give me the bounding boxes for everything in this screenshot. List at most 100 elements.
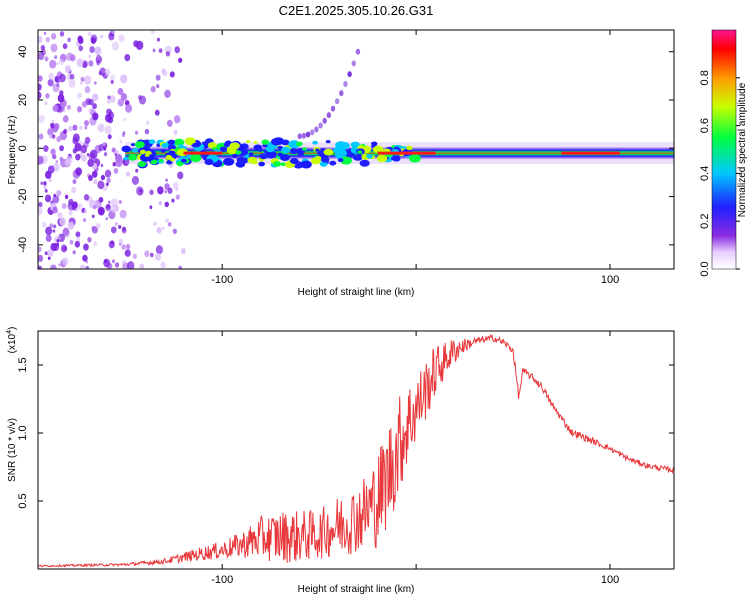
noise-blob <box>79 125 83 130</box>
noise-blob <box>88 60 94 67</box>
noise-blob <box>38 155 44 165</box>
noise-blob <box>38 206 43 216</box>
noise-blob <box>56 239 60 243</box>
streak-blob <box>305 131 311 138</box>
ridge-blob <box>223 157 235 166</box>
noise-blob <box>59 212 64 218</box>
ridge-blob <box>359 159 370 167</box>
noise-blob <box>47 128 54 136</box>
streak-blob <box>318 122 323 129</box>
streak-blob <box>314 126 319 133</box>
noise-blob <box>92 93 99 102</box>
noise-blob <box>156 37 161 42</box>
noise-blob <box>125 171 131 177</box>
noise-blob <box>58 78 62 83</box>
colorbar-tick-label: 0.2 <box>699 214 711 229</box>
ridge-blob <box>273 161 282 167</box>
noise-blob <box>72 148 77 154</box>
noise-blob <box>83 194 90 201</box>
noise-blob <box>56 189 62 197</box>
noise-blob <box>80 76 85 82</box>
noise-blob <box>84 125 88 130</box>
noise-blob <box>112 162 117 167</box>
noise-blob <box>144 250 150 258</box>
ridge-blob <box>366 153 373 159</box>
noise-blob <box>161 68 166 74</box>
ridge-blob <box>356 154 362 159</box>
noise-blob <box>126 261 135 269</box>
streak-blob <box>343 81 348 88</box>
streak-blob <box>355 48 361 55</box>
noise-blob <box>175 194 180 200</box>
ridge-blob <box>168 150 176 155</box>
colorbar-tick-label: 0.0 <box>699 261 711 276</box>
streak-blob <box>301 132 307 139</box>
noise-blob <box>45 93 50 99</box>
noise-blob <box>40 45 46 51</box>
noise-blob <box>146 120 150 125</box>
noise-blob <box>68 78 76 88</box>
noise-blob <box>134 130 139 135</box>
colorbar-gradient <box>711 29 737 270</box>
noise-blob <box>69 73 75 80</box>
noise-blob <box>51 134 56 139</box>
colorbar-label: Normalized spectral amplitude <box>737 82 748 217</box>
noise-blob <box>59 217 66 226</box>
ridge-blob <box>184 137 196 146</box>
noise-blob <box>111 41 120 51</box>
noise-blob <box>58 263 61 267</box>
noise-blob <box>49 59 57 69</box>
noise-blob <box>38 83 42 91</box>
spectrogram-content <box>38 30 674 269</box>
ridge-blob <box>182 146 187 150</box>
noise-blob <box>164 89 171 99</box>
noise-blob <box>52 105 58 112</box>
noise-blob <box>117 87 124 96</box>
noise-blob <box>161 226 165 230</box>
ridge-blob <box>204 158 214 166</box>
noise-blob <box>97 180 105 190</box>
noise-blob <box>172 181 179 190</box>
ridge-blob <box>123 156 129 161</box>
ridge-core <box>377 151 436 155</box>
noise-blob <box>72 179 77 185</box>
noise-blob <box>104 169 112 178</box>
noise-blob <box>72 137 79 145</box>
ridge-blob <box>300 160 312 169</box>
noise-blob <box>77 35 83 43</box>
noise-blob <box>68 125 73 132</box>
noise-blob <box>80 81 83 85</box>
noise-blob <box>47 78 54 87</box>
ridge-blob <box>238 157 247 164</box>
ridge-blob <box>312 140 318 145</box>
noise-blob <box>88 54 92 58</box>
noise-blob <box>41 49 46 56</box>
noise-blob <box>102 141 106 147</box>
noise-blob <box>47 165 55 174</box>
ridge-blob <box>229 142 240 150</box>
ridge-blob <box>121 145 131 153</box>
x-tick-label: -100 <box>211 274 233 286</box>
ridge-blob <box>265 145 275 153</box>
spectrogram-panel: -40 -20 0 20 40 -100 100 Frequency (Hz) Height… <box>7 29 675 298</box>
noise-blob <box>85 260 89 264</box>
noise-blob <box>76 58 84 68</box>
noise-blob <box>83 243 89 251</box>
ridge-blob <box>295 141 303 147</box>
noise-blob <box>82 218 87 223</box>
ridge-blob <box>231 153 238 159</box>
noise-blob <box>44 101 48 106</box>
noise-blob <box>48 72 54 80</box>
noise-blob <box>58 58 65 66</box>
noise-blob <box>93 179 98 185</box>
ridge-blob <box>266 150 277 159</box>
noise-blob <box>64 194 69 200</box>
ridge-blob <box>315 148 320 152</box>
noise-blob <box>91 214 95 218</box>
noise-blob <box>178 265 183 269</box>
ridge-blob <box>281 146 291 154</box>
noise-blob <box>45 234 52 243</box>
ridge-blob <box>339 141 350 150</box>
noise-blob <box>38 246 42 253</box>
ridge-blob <box>340 156 353 165</box>
